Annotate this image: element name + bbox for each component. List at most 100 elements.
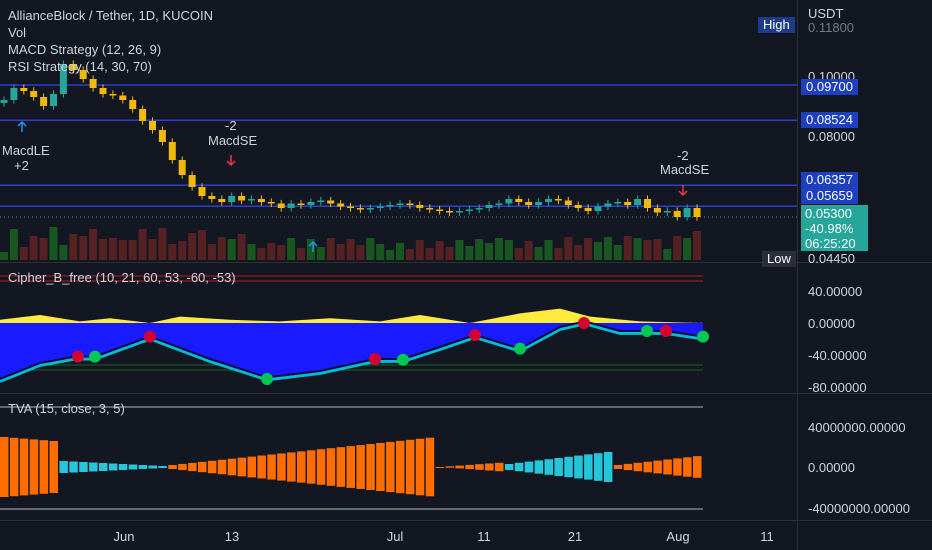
tva-bar-36 xyxy=(356,445,365,489)
tva-bar-43 xyxy=(425,437,435,497)
candle-body-53 xyxy=(525,202,533,205)
macdse1-arrow-head xyxy=(226,160,236,167)
tva-bar-28 xyxy=(277,453,286,481)
last-price: 0.05300 xyxy=(805,206,852,221)
tva-bar-60 xyxy=(594,453,603,481)
volume-bar-64 xyxy=(633,238,642,260)
candle-body-45 xyxy=(446,211,453,213)
macdle-arrow xyxy=(17,120,27,132)
volume-bar-26 xyxy=(257,248,266,260)
macdse2-label: MacdSE xyxy=(660,162,710,177)
candle-body-34 xyxy=(337,203,345,207)
candle-body-22 xyxy=(218,199,226,202)
tva-bar-25 xyxy=(247,456,256,478)
volume-bar-21 xyxy=(207,244,216,260)
candle-body-48 xyxy=(475,208,483,210)
volume-bar-42 xyxy=(415,240,424,260)
tva-bar-10 xyxy=(99,463,108,471)
volume-bar-0 xyxy=(0,252,8,260)
candle-body-2 xyxy=(20,88,28,91)
volume-bar-3 xyxy=(29,236,38,260)
vol-legend[interactable]: Vol xyxy=(8,25,27,40)
volume-bar-66 xyxy=(653,239,662,260)
tva-bar-39 xyxy=(386,441,395,493)
tva-bar-34 xyxy=(336,447,346,487)
bar-countdown: 06:25:20 xyxy=(805,236,856,251)
tva-legend[interactable]: TVA (15, close, 3, 5) xyxy=(8,401,125,416)
candle-body-60 xyxy=(594,206,602,211)
candle-body-41 xyxy=(406,203,414,205)
candle-body-44 xyxy=(436,209,444,211)
volume-bar-28 xyxy=(277,245,286,260)
volume-bar-59 xyxy=(584,238,593,260)
candle-body-9 xyxy=(89,79,97,88)
volume-bar-22 xyxy=(217,237,226,260)
cipher-dot-10 xyxy=(660,325,672,337)
candle-body-33 xyxy=(327,200,335,204)
volume-bar-5 xyxy=(49,227,58,260)
tva-bar-65 xyxy=(643,461,652,473)
candle-body-39 xyxy=(386,205,394,207)
volume-bar-43 xyxy=(425,248,434,260)
tva-bar-68 xyxy=(673,458,682,476)
candle-body-12 xyxy=(119,95,127,100)
tva-bar-4 xyxy=(39,440,49,494)
candle-body-40 xyxy=(396,203,404,205)
volume-bar-27 xyxy=(267,243,276,260)
tva-bar-30 xyxy=(297,451,306,483)
volume-bar-40 xyxy=(396,243,404,260)
tva-bar-54 xyxy=(534,460,544,474)
candle-body-10 xyxy=(99,88,107,94)
volume-bar-49 xyxy=(485,243,494,260)
macdle-arrow-head xyxy=(17,120,27,127)
cipher-legend[interactable]: Cipher_B_free (10, 21, 60, 53, -60, -53) xyxy=(8,270,236,285)
tva-bar-22 xyxy=(217,459,227,475)
candle-body-26 xyxy=(257,199,265,202)
low-tag: Low xyxy=(762,251,796,267)
tva-bar-52 xyxy=(514,462,524,472)
candle-body-50 xyxy=(495,203,503,205)
tva-bar-9 xyxy=(89,462,98,472)
candle-body-57 xyxy=(564,200,572,205)
tva-bar-59 xyxy=(584,454,593,480)
cipher-tick-minus40: -40.00000 xyxy=(808,348,867,363)
rsi-legend[interactable]: RSI Strategy (14, 30, 70) xyxy=(8,59,152,74)
macdse2-arrow xyxy=(678,185,688,197)
tva-bar-17 xyxy=(168,465,177,469)
candle-body-8 xyxy=(79,70,87,79)
tva-bar-31 xyxy=(306,450,316,484)
volume-bar-13 xyxy=(128,240,137,260)
macd-legend[interactable]: MACD Strategy (12, 26, 9) xyxy=(8,42,162,57)
cipher-money-flow xyxy=(0,308,700,323)
volume-bar-31 xyxy=(306,239,315,260)
volume-bar-24 xyxy=(237,234,246,260)
symbol-title[interactable]: AllianceBlock / Tether, 1D, KUCOIN xyxy=(8,8,213,23)
candle-body-25 xyxy=(248,199,255,201)
tva-bar-35 xyxy=(346,446,355,488)
tva-bar-14 xyxy=(138,465,148,469)
tva-bar-70 xyxy=(693,456,702,478)
date-label-21: 21 xyxy=(567,529,583,544)
candle-body-21 xyxy=(208,196,216,199)
level-05659-tag: 0.05659 xyxy=(801,188,858,204)
tva-bar-63 xyxy=(623,463,633,471)
candle-body-19 xyxy=(188,175,196,187)
date-label-11b: 11 xyxy=(760,529,774,544)
currency-label[interactable]: USDT xyxy=(808,6,844,21)
macdse1-label: MacdSE xyxy=(208,133,258,148)
volume-bar-16 xyxy=(158,228,167,260)
volume-bar-52 xyxy=(514,248,523,260)
candle-body-29 xyxy=(287,203,295,208)
volume-bar-69 xyxy=(683,238,692,260)
tva-bar-38 xyxy=(376,442,385,492)
tva-bar-55 xyxy=(544,459,553,475)
tva-bar-16 xyxy=(158,466,167,468)
volume-bar-47 xyxy=(465,246,474,260)
candle-body-47 xyxy=(465,209,473,211)
date-label-aug: Aug xyxy=(666,529,690,544)
candle-body-1 xyxy=(10,88,18,100)
tva-bar-49 xyxy=(485,463,494,471)
volume-bar-70 xyxy=(693,231,701,260)
tva-bar-57 xyxy=(564,456,573,478)
